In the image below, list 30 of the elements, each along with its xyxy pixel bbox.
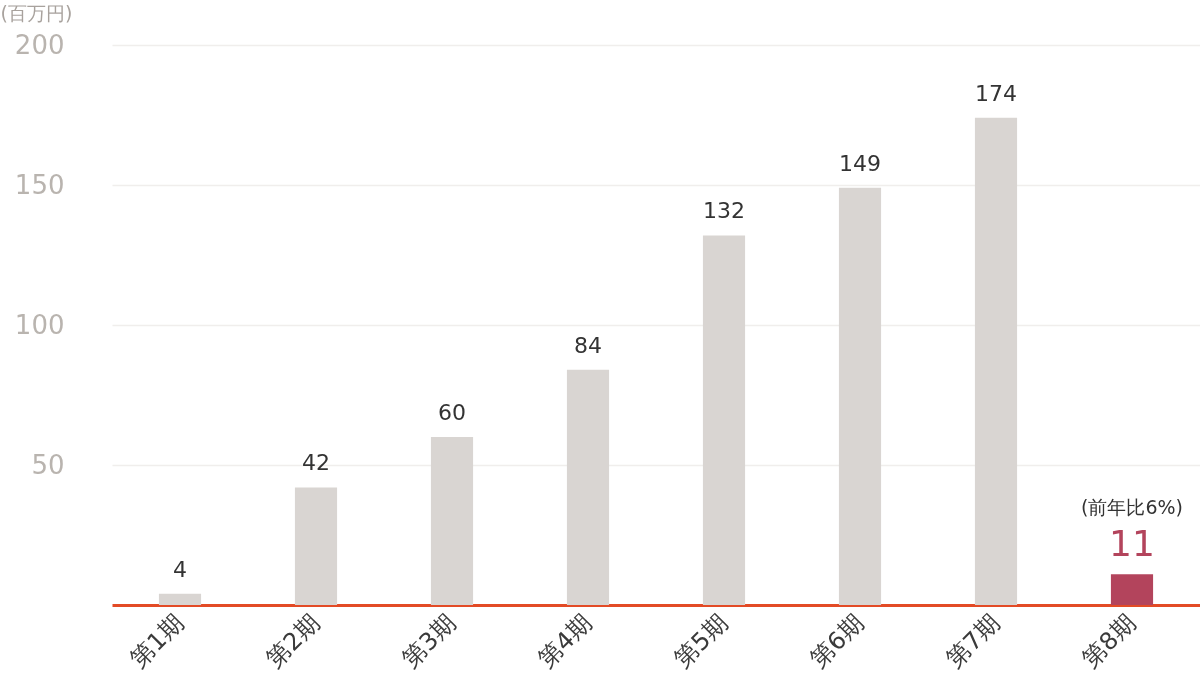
x-tick-label: 第1期: [124, 608, 190, 674]
data-label: 11: [1109, 523, 1155, 565]
bar: [974, 117, 1018, 605]
data-label: 84: [574, 332, 602, 358]
y-tick-label: 150: [14, 169, 65, 200]
x-tick-label: 第7期: [940, 608, 1006, 674]
bar: [702, 235, 746, 605]
x-tick-label: 第3期: [396, 608, 462, 674]
data-label: 4: [173, 556, 187, 582]
x-tick-label: 第8期: [1076, 608, 1142, 674]
y-tick-label: 200: [14, 29, 65, 60]
data-label: 60: [438, 400, 466, 425]
x-tick-label: 第2期: [260, 608, 326, 674]
data-label: 149: [839, 150, 881, 176]
bar: [1110, 574, 1154, 605]
data-label: 132: [703, 198, 745, 224]
y-tick-label: 100: [14, 309, 65, 340]
bar: [158, 593, 202, 605]
bar: [838, 187, 882, 605]
data-label: 174: [975, 80, 1017, 106]
x-tick-label: 第5期: [668, 608, 734, 674]
y-axis-title: (百万円): [0, 1, 73, 24]
bar: [430, 437, 474, 605]
y-tick-label: 50: [31, 449, 65, 480]
annotation: (前年比6%): [1081, 496, 1183, 519]
x-tick-label: 第6期: [804, 608, 870, 674]
x-tick-label: 第4期: [532, 608, 598, 674]
bar: [294, 487, 338, 605]
data-label: 42: [302, 450, 330, 476]
bar: [566, 369, 610, 605]
